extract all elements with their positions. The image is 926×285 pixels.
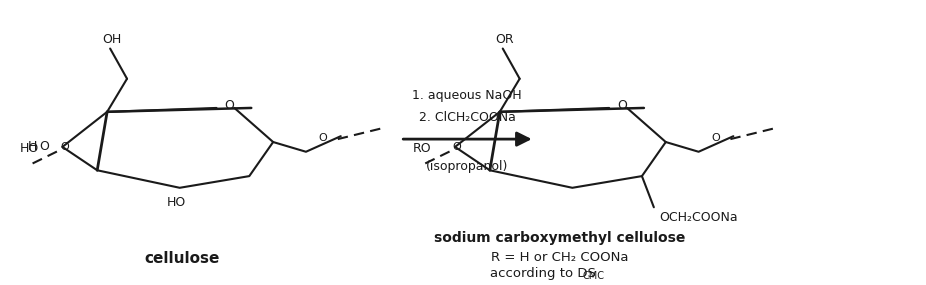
Text: cellulose: cellulose [144, 251, 219, 266]
Text: according to DS: according to DS [490, 267, 595, 280]
Text: (isopropanol): (isopropanol) [426, 160, 508, 173]
Text: O: O [60, 142, 69, 152]
Text: H: H [28, 141, 37, 153]
Text: 2. ClCH₂COONa: 2. ClCH₂COONa [419, 111, 516, 124]
Text: OCH₂COONa: OCH₂COONa [658, 211, 737, 223]
Text: 1. aqueous NaOH: 1. aqueous NaOH [412, 89, 521, 102]
Text: O: O [711, 133, 720, 143]
Text: O: O [453, 142, 461, 152]
Text: OH: OH [103, 33, 121, 46]
Text: HO: HO [19, 142, 39, 155]
Text: O: O [319, 133, 327, 143]
Text: O: O [224, 99, 234, 113]
Text: O: O [40, 141, 49, 153]
Text: R = H or CH₂ COONa: R = H or CH₂ COONa [491, 251, 628, 264]
Text: OR: OR [495, 33, 514, 46]
Text: RO: RO [413, 142, 432, 155]
Text: O: O [617, 99, 627, 113]
Text: HO: HO [167, 196, 186, 209]
Text: CMC: CMC [582, 271, 604, 281]
Text: sodium carboxymethyl cellulose: sodium carboxymethyl cellulose [433, 231, 685, 245]
